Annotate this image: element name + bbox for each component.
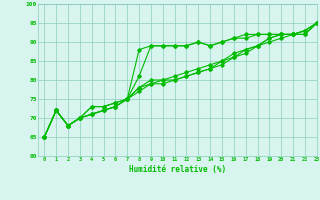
- X-axis label: Humidité relative (%): Humidité relative (%): [129, 165, 226, 174]
